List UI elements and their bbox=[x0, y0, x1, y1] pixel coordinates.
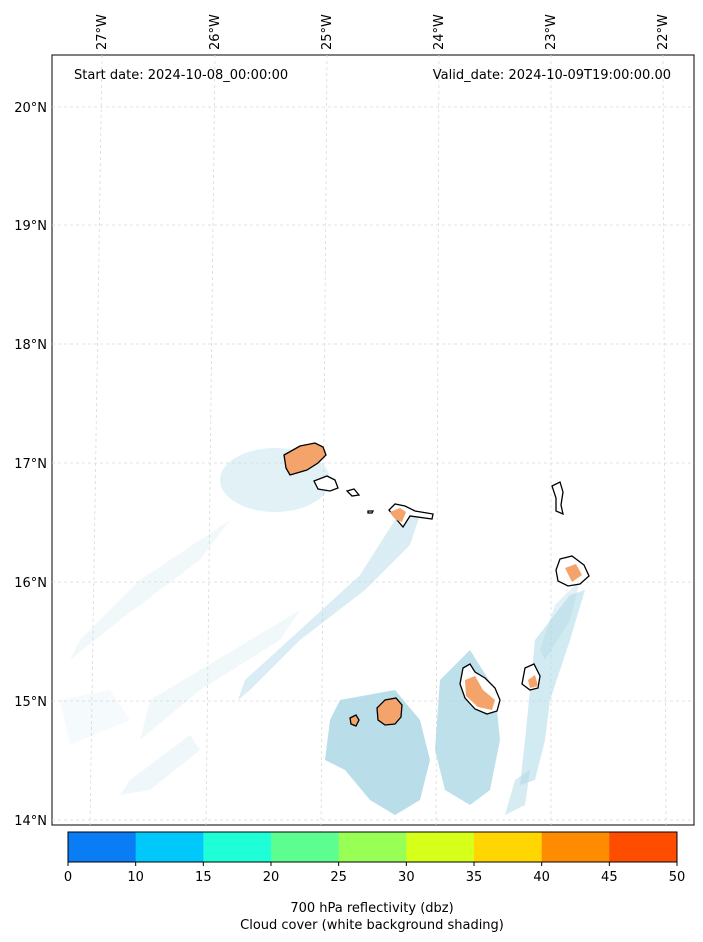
lat-label: 20°N bbox=[14, 101, 47, 116]
colorbar-tick-label: 45 bbox=[601, 870, 618, 885]
island-sao-vicente bbox=[313, 475, 339, 492]
lon-label: 23°W bbox=[544, 14, 559, 50]
islands bbox=[283, 442, 590, 727]
island-fogo bbox=[376, 697, 403, 726]
island-sal bbox=[551, 481, 564, 516]
island-brava bbox=[349, 714, 360, 727]
colorbar-tick-label: 15 bbox=[195, 870, 212, 885]
valid-date-label: Valid_date: 2024-10-09T19:00:00.00 bbox=[433, 68, 671, 83]
colorbar-segment bbox=[406, 832, 475, 862]
lat-label: 19°N bbox=[14, 219, 47, 234]
lat-label: 16°N bbox=[14, 576, 47, 591]
island-santo-antao bbox=[283, 442, 327, 476]
colorbar-label-line1: 700 hPa reflectivity (dbz) bbox=[290, 901, 453, 916]
colorbar-segment bbox=[541, 832, 610, 862]
colorbar-segment bbox=[203, 832, 272, 862]
lat-label: 15°N bbox=[14, 695, 47, 710]
colorbar-tick-label: 35 bbox=[466, 870, 483, 885]
colorbar-segment bbox=[338, 832, 407, 862]
island-santa-luzia bbox=[345, 488, 361, 497]
colorbar-segment bbox=[68, 832, 137, 862]
lat-label: 18°N bbox=[14, 338, 47, 353]
colorbar-tick-label: 0 bbox=[64, 870, 72, 885]
lon-label: 25°W bbox=[320, 14, 335, 50]
colorbar-segment bbox=[135, 832, 204, 862]
colorbar-label-line2: Cloud cover (white background shading) bbox=[240, 918, 504, 933]
lon-label: 22°W bbox=[656, 14, 671, 50]
colorbar-tick-label: 30 bbox=[398, 870, 415, 885]
start-date-label: Start date: 2024-10-08_00:00:00 bbox=[74, 68, 288, 83]
lat-label: 17°N bbox=[14, 457, 47, 472]
colorbar-segment bbox=[271, 832, 340, 862]
map-gridlines bbox=[52, 54, 694, 826]
colorbar-tick-label: 10 bbox=[127, 870, 144, 885]
lon-label: 27°W bbox=[95, 14, 110, 50]
colorbar-segment bbox=[609, 832, 678, 862]
colorbar-tick-label: 50 bbox=[669, 870, 686, 885]
island-branco-raso bbox=[367, 510, 375, 514]
lon-label: 26°W bbox=[208, 14, 223, 50]
colorbar-tick-label: 20 bbox=[263, 870, 280, 885]
lat-label: 14°N bbox=[14, 814, 47, 829]
colorbar-tick-label: 25 bbox=[330, 870, 347, 885]
lon-label: 24°W bbox=[432, 14, 447, 50]
latitude-labels: 20°N 19°N 18°N 17°N 16°N 15°N 14°N bbox=[14, 101, 47, 829]
longitude-labels: 27°W 26°W 25°W 24°W 23°W 22°W bbox=[95, 14, 671, 50]
colorbar: 0 10 15 20 25 30 35 40 45 50 700 hPa reflectivity… bbox=[64, 831, 686, 933]
colorbar-segment bbox=[474, 832, 543, 862]
colorbar-tick-label: 40 bbox=[533, 870, 550, 885]
